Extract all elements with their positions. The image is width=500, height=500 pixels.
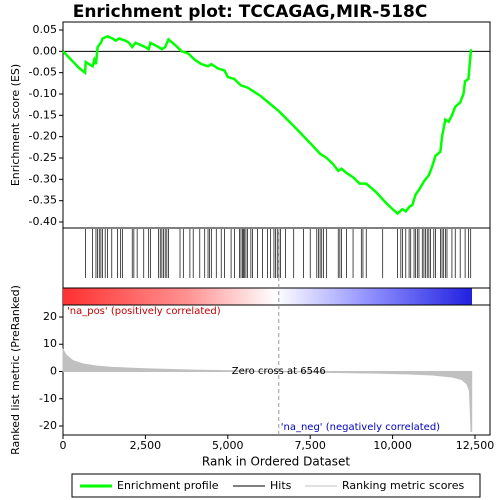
y-tick-label: -0.35 xyxy=(29,194,57,207)
x-tick-label: 2,500 xyxy=(130,439,162,452)
x-tick-label: 0 xyxy=(60,439,67,452)
metric-area xyxy=(62,347,473,432)
legend xyxy=(71,473,481,498)
es-line xyxy=(62,35,473,216)
x-tick-label: 10,000 xyxy=(373,439,412,452)
annotation: 'na_pos' (positively correlated) xyxy=(67,306,221,317)
y-tick-label: -0.10 xyxy=(29,87,57,100)
y-tick-label: 0.00 xyxy=(33,44,58,57)
x-tick-label: 7,500 xyxy=(294,439,326,452)
x-tick-label: 12,500 xyxy=(456,439,495,452)
legend-label: Enrichment profile xyxy=(117,479,219,492)
y-axis-label: Ranked list metric (PreRanked) xyxy=(9,285,22,455)
x-axis-label: Rank in Ordered Dataset xyxy=(202,455,350,469)
color-bar xyxy=(63,288,472,305)
y-tick-label: -10 xyxy=(39,392,57,405)
legend-label: Hits xyxy=(270,479,292,492)
y-tick-label: -0.25 xyxy=(29,151,57,164)
chart-title: Enrichment plot: TCCAGAG,MIR-518C xyxy=(73,2,428,22)
y-tick-label: 10 xyxy=(43,337,57,350)
y-axis-label: Enrichment score (ES) xyxy=(9,64,22,186)
y-tick-label: 0.05 xyxy=(33,23,58,36)
legend-label: Ranking metric scores xyxy=(342,479,464,492)
y-tick-label: -0.20 xyxy=(29,130,57,143)
y-tick-label: 20 xyxy=(43,310,57,323)
y-tick-label: -0.05 xyxy=(29,66,57,79)
y-tick-label: -20 xyxy=(39,419,57,432)
y-tick-label: -0.15 xyxy=(29,108,57,121)
annotation: Zero cross at 6546 xyxy=(232,366,326,377)
x-tick-label: 5,000 xyxy=(212,439,244,452)
es-frame xyxy=(62,21,491,229)
y-tick-label: 0 xyxy=(50,364,57,377)
y-tick-label: -0.30 xyxy=(29,172,57,185)
y-tick-label: -0.40 xyxy=(29,215,57,228)
annotation: 'na_neg' (negatively correlated) xyxy=(281,422,440,433)
